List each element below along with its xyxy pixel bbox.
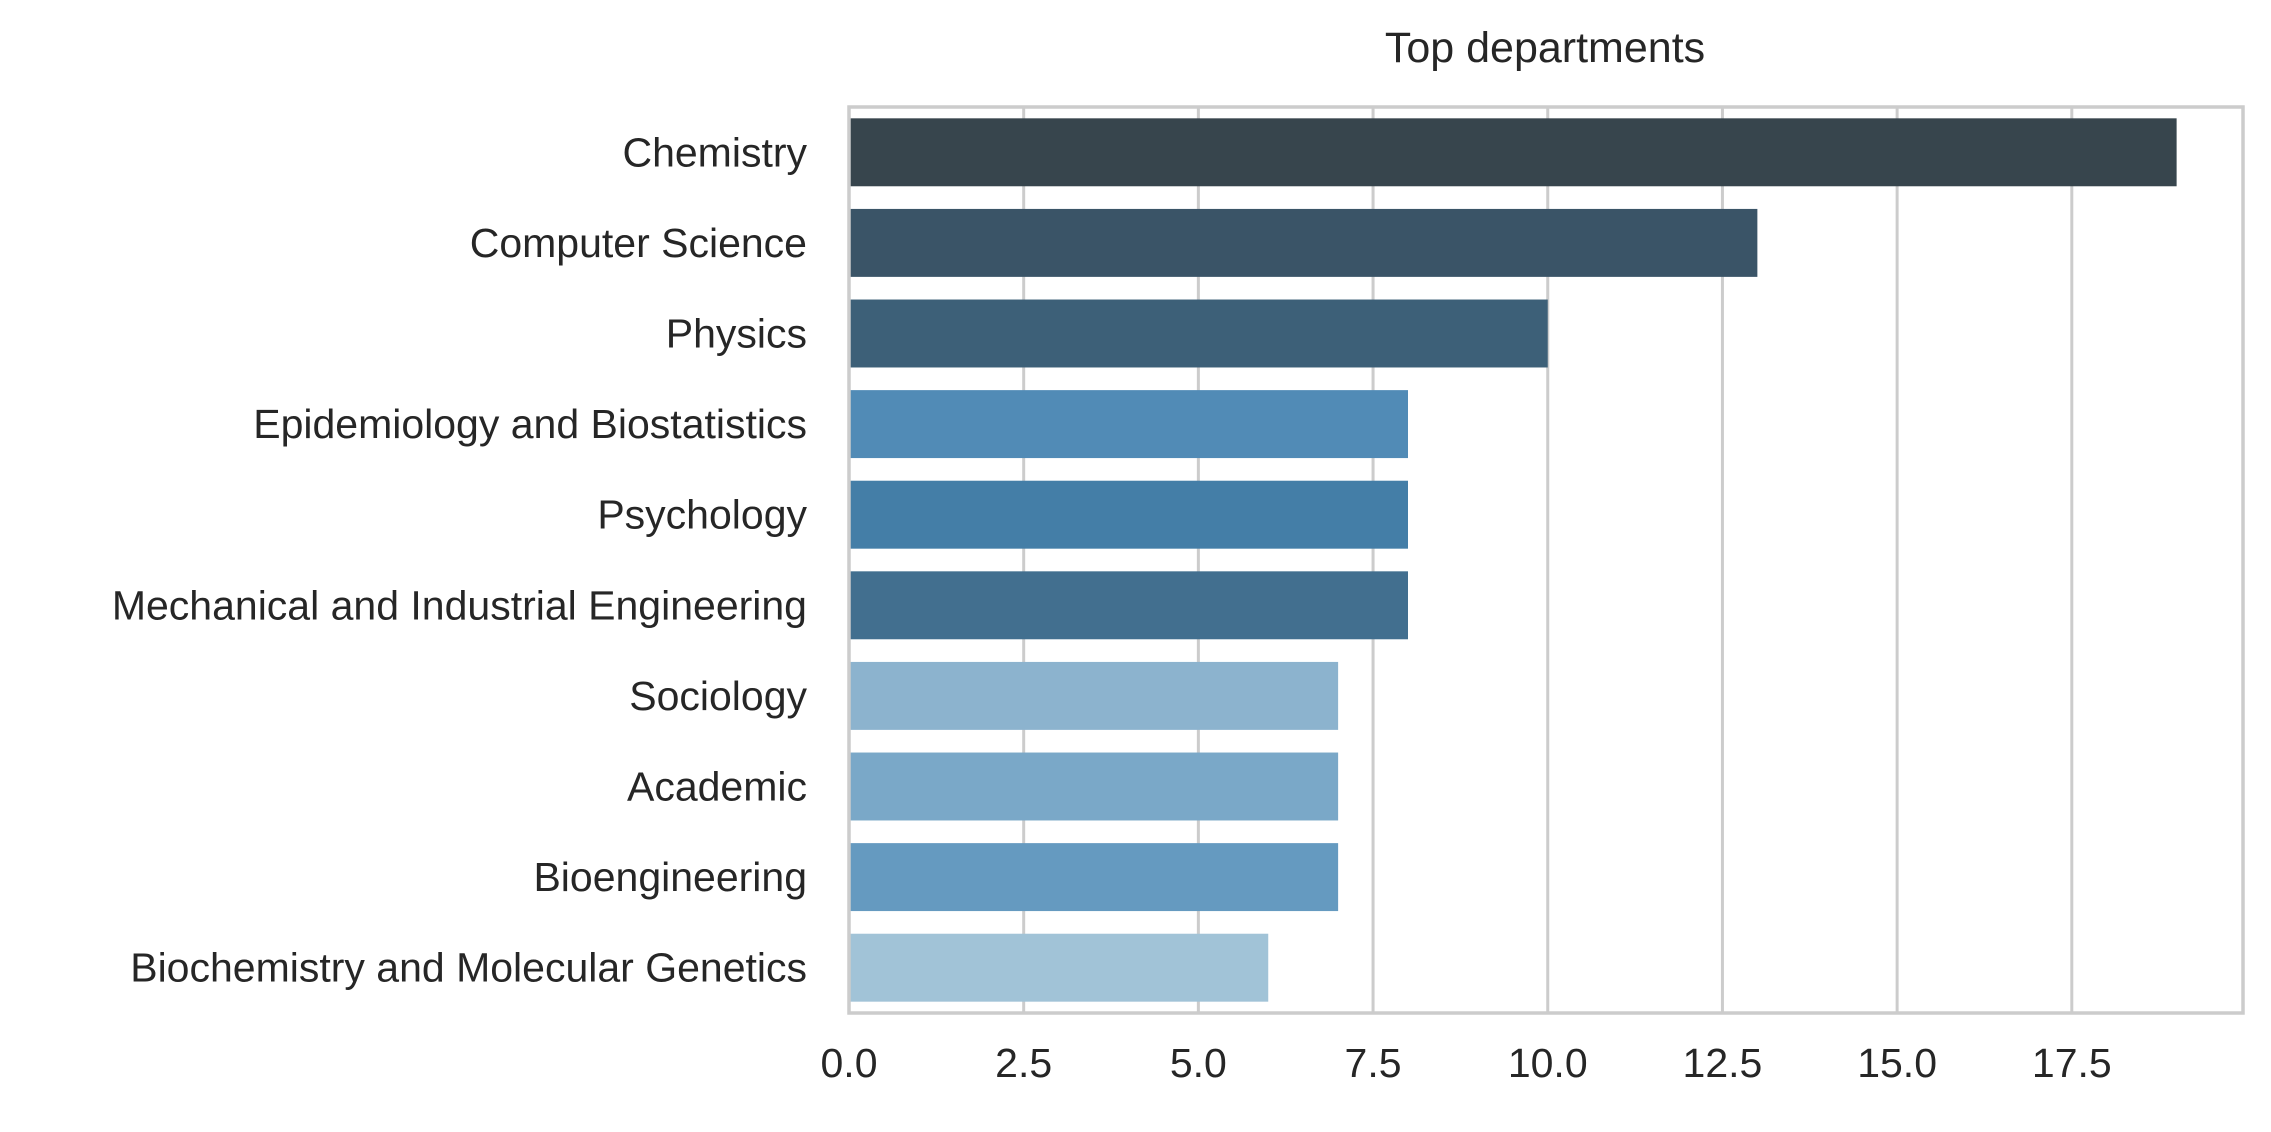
y-tick-label: Sociology (629, 673, 807, 719)
y-tick-label: Psychology (597, 492, 807, 538)
y-tick-label: Academic (627, 764, 807, 810)
y-tick-label: Chemistry (622, 129, 807, 175)
x-tick-label: 7.5 (1345, 1040, 1402, 1086)
y-tick-label: Mechanical and Industrial Engineering (112, 582, 807, 628)
y-tick-label: Biochemistry and Molecular Genetics (130, 945, 807, 991)
bar (849, 208, 1758, 277)
bar (849, 843, 1339, 912)
x-tick-label: 15.0 (1857, 1040, 1937, 1086)
x-tick-label: 12.5 (1683, 1040, 1763, 1086)
x-tick-label: 0.0 (821, 1040, 878, 1086)
bar (849, 299, 1548, 368)
y-tick-label: Epidemiology and Biostatistics (253, 401, 807, 447)
y-tick-label: Computer Science (470, 220, 807, 266)
bar (849, 933, 1269, 1002)
x-tick-label: 5.0 (1170, 1040, 1227, 1086)
bar (849, 480, 1408, 549)
y-tick-label: Bioengineering (533, 854, 807, 900)
bar (849, 571, 1408, 640)
bar (849, 661, 1339, 730)
x-axis-tick-labels: 0.0 2.5 5.0 7.5 10.0 12.5 15.0 17.5 (821, 1040, 2112, 1086)
x-tick-label: 2.5 (995, 1040, 1052, 1086)
x-tick-label: 10.0 (1508, 1040, 1588, 1086)
y-axis-tick-labels: Chemistry Computer Science Physics Epidemio… (112, 129, 808, 990)
bar (849, 118, 2177, 187)
chart-title: Top departments (1385, 24, 1705, 72)
bars (849, 118, 2177, 1002)
plot-frame (847, 105, 2245, 1015)
bar (849, 390, 1408, 459)
x-tick-label: 17.5 (2032, 1040, 2112, 1086)
bar (849, 752, 1339, 821)
y-tick-label: Physics (666, 311, 807, 357)
